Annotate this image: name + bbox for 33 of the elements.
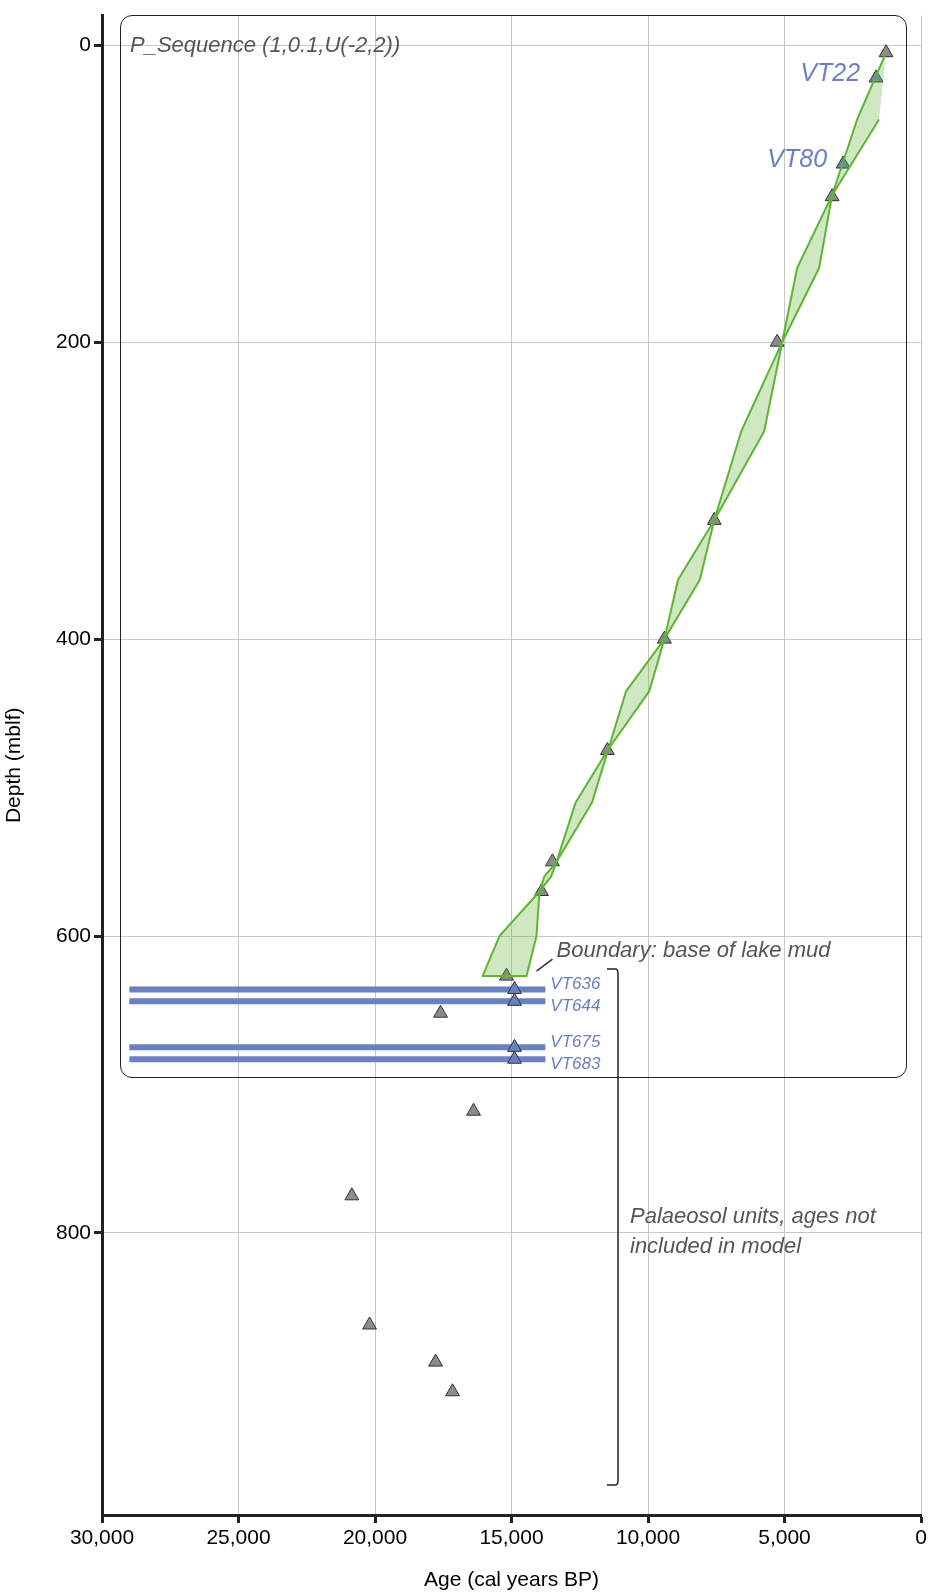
point [507, 1038, 522, 1052]
point [507, 1050, 522, 1064]
y-tick-label: 200 [55, 329, 91, 352]
point [362, 1316, 377, 1330]
point [433, 1004, 448, 1018]
x-tick-label: 25,000 [206, 1525, 271, 1549]
x-tick-label: 30,000 [69, 1525, 135, 1549]
x-tick-label: 10,000 [615, 1525, 681, 1549]
annotation: P_Sequence (1,0.1,U(-2,2)) [130, 31, 401, 57]
series-label: VT22 [800, 57, 861, 86]
series-label: VT675 [550, 1032, 601, 1052]
series-label: VT644 [550, 996, 601, 1016]
point [445, 1383, 460, 1397]
x-tick-label: 0 [915, 1525, 927, 1549]
annotation: Palaeosol units, ages not included in model [630, 1203, 877, 1259]
point [466, 1102, 481, 1116]
point [507, 992, 522, 1006]
point [507, 980, 522, 994]
y-tick-label: 0 [79, 32, 91, 56]
y-tick-label: 400 [55, 625, 91, 649]
point [344, 1187, 360, 1201]
x-tick-label: 20,000 [342, 1525, 408, 1549]
y-axis-title: Depth (mblf) [1, 707, 25, 824]
y-tick-label: 600 [55, 922, 91, 946]
x-axis-title: Age (cal years BP) [423, 1567, 600, 1591]
x-tick-label: 5,000 [758, 1525, 811, 1549]
point [428, 1353, 444, 1367]
series-label: VT80 [767, 144, 828, 173]
x-tick-label: 15,000 [479, 1525, 544, 1549]
y-tick-label: 800 [55, 1219, 91, 1243]
legend-label: VT636 [550, 974, 601, 994]
series-label: VT683 [550, 1053, 601, 1073]
annotation: Boundary: base of lake mud [556, 937, 832, 963]
